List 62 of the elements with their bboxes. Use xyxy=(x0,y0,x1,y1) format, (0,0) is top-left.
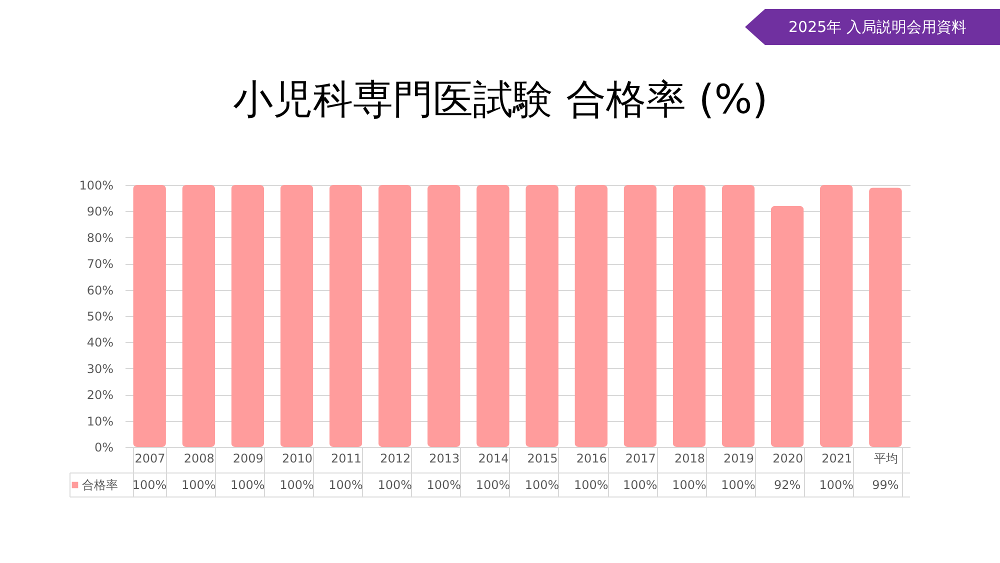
legend-label: 合格率 xyxy=(82,478,118,492)
x-tick-label: 2018 xyxy=(674,452,705,466)
data-label: 100% xyxy=(328,478,363,492)
y-tick-label: 90% xyxy=(86,204,114,219)
bar xyxy=(280,185,314,447)
data-label: 100% xyxy=(524,478,560,492)
data-label: 100% xyxy=(819,478,854,492)
data-label: 99% xyxy=(872,478,899,492)
x-tick-label: 2021 xyxy=(822,452,852,466)
y-tick-label: 10% xyxy=(86,414,114,428)
x-tick-label: 2009 xyxy=(232,452,264,466)
data-label: 100% xyxy=(672,478,706,492)
data-label: 100% xyxy=(378,478,412,492)
bar xyxy=(133,185,166,447)
y-tick-label: 0% xyxy=(94,440,114,454)
x-tick-label: 2008 xyxy=(184,452,214,466)
y-tick-label: 40% xyxy=(86,336,114,350)
data-label: 100% xyxy=(721,478,756,492)
x-tick-label: 2010 xyxy=(282,452,312,466)
text: 2025年 入局説明会用資料 xyxy=(788,17,968,38)
data-label: 92% xyxy=(774,478,801,492)
bar xyxy=(182,185,216,447)
y-tick-label: 50% xyxy=(86,310,114,324)
bar xyxy=(820,185,853,447)
x-tick-label: 2007 xyxy=(134,452,166,466)
x-tick-label: 平均 xyxy=(874,452,898,466)
bar xyxy=(427,185,460,447)
data-label: 100% xyxy=(476,478,510,492)
bar xyxy=(770,206,804,447)
bar xyxy=(869,188,902,447)
bar xyxy=(231,185,264,447)
y-tick-label: 20% xyxy=(86,388,114,402)
x-tick-label: 2014 xyxy=(478,452,509,466)
bar xyxy=(574,185,608,447)
data-label: 100% xyxy=(230,478,265,492)
data-label: 100% xyxy=(132,478,167,492)
x-tick-label: 2011 xyxy=(331,452,362,466)
x-tick-label: 2015 xyxy=(527,452,558,466)
bar xyxy=(672,185,706,447)
x-tick-label: 2016 xyxy=(576,452,607,466)
bar xyxy=(526,185,558,447)
data-label: 100% xyxy=(426,478,462,492)
bar xyxy=(476,185,510,447)
data-label: 100% xyxy=(623,478,658,492)
x-tick-label: 2017 xyxy=(625,452,656,466)
bar xyxy=(329,185,362,447)
x-tick-label: 2013 xyxy=(429,452,460,466)
data-label: 100% xyxy=(181,478,216,492)
y-tick-label: 80% xyxy=(86,230,114,245)
x-tick-label: 2020 xyxy=(772,452,804,466)
bar xyxy=(722,185,755,447)
y-tick-label: 60% xyxy=(86,283,114,298)
bar xyxy=(624,185,657,447)
x-tick-label: 2019 xyxy=(724,452,754,466)
y-tick-label: 30% xyxy=(86,362,114,376)
chart-title: 小児科専門医試験 合格率 (%) xyxy=(233,77,768,123)
data-label: 100% xyxy=(280,478,314,492)
y-tick-label: 70% xyxy=(86,257,114,272)
y-tick-label: 100% xyxy=(79,178,114,192)
bar xyxy=(378,185,412,447)
data-label: 100% xyxy=(574,478,608,492)
x-tick-label: 2012 xyxy=(380,452,411,466)
